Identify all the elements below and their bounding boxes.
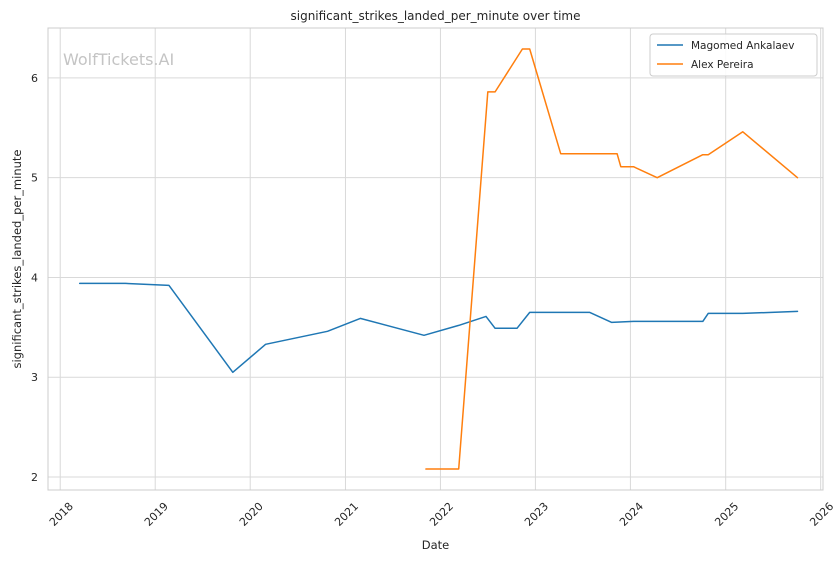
x-tick-label-2025: 2025 (712, 500, 741, 529)
chart-title: significant_strikes_landed_per_minute ov… (290, 9, 580, 23)
x-axis-label: Date (422, 538, 450, 552)
y-tick-label-6: 6 (31, 72, 38, 85)
series-line-alex-pereira (425, 48, 799, 470)
series-line-magomed-ankalaev (78, 282, 799, 374)
legend: Magomed Ankalaev Alex Pereira (649, 33, 818, 77)
x-tick-label-2019: 2019 (142, 500, 171, 529)
y-tick-label-3: 3 (31, 371, 38, 384)
x-tick-label-2018: 2018 (47, 500, 76, 529)
grid-lines (48, 28, 823, 490)
legend-label-magomed-ankalaev: Magomed Ankalaev (691, 40, 794, 52)
series-layer (78, 48, 799, 470)
y-tick-label-4: 4 (31, 271, 38, 284)
x-tick-label-2023: 2023 (522, 500, 551, 529)
legend-box (649, 33, 818, 77)
x-tick-label-2026: 2026 (807, 500, 836, 529)
x-tick-label-2021: 2021 (332, 500, 361, 529)
y-axis-label: significant_strikes_landed_per_minute (10, 150, 24, 369)
x-tick-label-2022: 2022 (427, 500, 456, 529)
x-tick-label-2020: 2020 (237, 500, 266, 529)
y-tick-label-2: 2 (31, 471, 38, 484)
x-tick-label-2024: 2024 (617, 500, 646, 529)
watermark-text: WolfTickets.AI (63, 50, 174, 69)
y-tick-labels: 2 3 4 5 6 (31, 72, 38, 484)
plot-background (48, 28, 823, 490)
x-tick-labels: 2018 2019 2020 2021 2022 2023 2024 2025 2026 (47, 500, 836, 529)
y-tick-label-5: 5 (31, 172, 38, 185)
legend-label-alex-pereira: Alex Pereira (691, 59, 754, 71)
plot-frame (47, 27, 824, 491)
